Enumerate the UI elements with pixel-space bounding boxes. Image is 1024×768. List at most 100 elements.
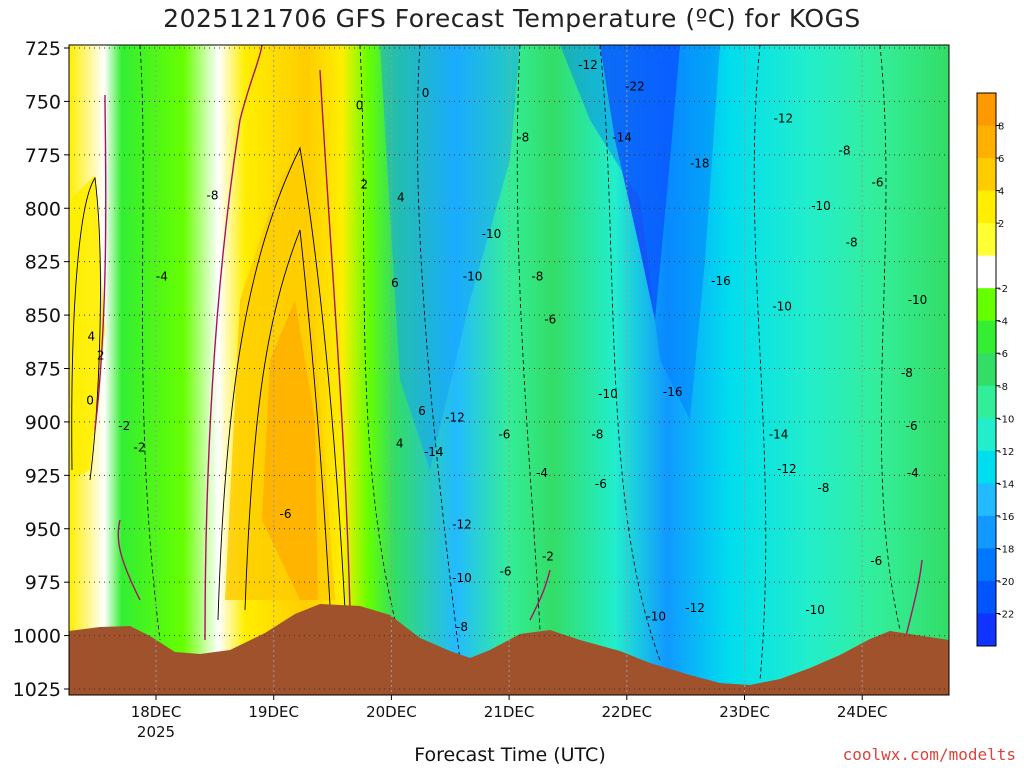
contour-label: 2: [361, 178, 369, 192]
y-tick-label: 900: [25, 412, 61, 434]
contour-label: -6: [498, 428, 510, 442]
contour-label: -10: [598, 387, 618, 401]
contour-label: 6: [391, 276, 399, 290]
contour-label: -10: [908, 293, 928, 307]
freezing-contour-lines: [94, 45, 923, 641]
y-tick-label: 1000: [13, 626, 61, 648]
contour-label: -10: [452, 571, 472, 585]
contour-label: 4: [87, 329, 95, 343]
x-tick-label: 23DEC: [719, 703, 770, 721]
colorbar-swatch: [977, 353, 996, 387]
x-tick-label: 19DEC: [248, 703, 299, 721]
colorbar-swatch: [977, 288, 996, 322]
warm-core-shading: [262, 300, 318, 600]
colorbar-label: -2: [998, 284, 1008, 295]
contour-label: -8: [839, 144, 851, 158]
terrain: [69, 604, 949, 695]
contour-label: 4: [396, 436, 404, 450]
x-tick-sublabel: 2025: [137, 723, 175, 741]
colorbar-swatch: [977, 190, 996, 224]
x-tick-label: 20DEC: [366, 703, 417, 721]
y-tick-label: 825: [25, 252, 61, 274]
contour-label: -22: [625, 79, 645, 93]
contour-label: -8: [591, 428, 603, 442]
contour-label: 2: [97, 349, 105, 363]
y-tick-label: 750: [25, 91, 61, 113]
contour-label: -12: [774, 112, 794, 126]
gridlines: [69, 45, 949, 695]
cold-core-shading: [600, 45, 680, 320]
colorbar-label: -8: [998, 382, 1008, 393]
contour-label: -16: [711, 274, 731, 288]
colorbar-swatch: [977, 223, 996, 257]
colorbar-swatch: [977, 93, 996, 127]
contour-label: -18: [690, 156, 710, 170]
y-tick-label: 800: [25, 198, 61, 220]
colorbar-label: 6: [998, 154, 1004, 165]
colorbar-swatch: [977, 320, 996, 354]
contour-label: -10: [646, 609, 666, 623]
contour-label: -4: [536, 466, 548, 480]
colorbar-label: -16: [998, 512, 1014, 523]
contour-label: -12: [685, 601, 705, 615]
contour-label: 6: [418, 404, 426, 418]
y-tick-label: 775: [25, 145, 61, 167]
x-tick-label: 24DEC: [837, 703, 888, 721]
x-tick-label: 22DEC: [602, 703, 653, 721]
colorbar-swatch: [977, 548, 996, 582]
colorbar-swatch: [977, 483, 996, 517]
contour-label: -8: [456, 620, 468, 634]
contour-label: -10: [811, 199, 831, 213]
contour-lines: [139, 45, 901, 681]
colorbar: 8 6 4 2 -2 -4 -6 -8 -10 -12 -14 -16 -18 -20 -22: [976, 92, 1014, 647]
contour-label: -2: [542, 550, 554, 564]
colorbar-label: 2: [998, 219, 1004, 230]
contour-label: -6: [595, 477, 607, 491]
colorbar-label: -6: [998, 349, 1008, 360]
y-tick-label: 725: [25, 38, 61, 60]
colorbar-label: 8: [998, 122, 1004, 133]
colorbar-swatch: [977, 580, 996, 614]
y-tick-label: 950: [25, 519, 61, 541]
contour-label: -6: [279, 507, 291, 521]
colorbar-label: -10: [998, 414, 1014, 425]
colorbar-label: -18: [998, 544, 1014, 555]
contour-label: -6: [500, 564, 512, 578]
colorbar-swatch: [977, 125, 996, 159]
colorbar-label: -14: [998, 479, 1014, 490]
contour-label: -4: [156, 270, 168, 284]
cold-core-shading: [560, 45, 720, 420]
warm-contour-lines: [71, 146, 346, 621]
contour-label: -14: [612, 131, 632, 145]
contour-label: -16: [663, 385, 683, 399]
credit-link[interactable]: coolwx.com/modelts: [842, 745, 1016, 764]
contour-label: -8: [846, 235, 858, 249]
contour-label: 4: [397, 191, 405, 205]
contour-label: -6: [870, 554, 882, 568]
contour-label: -10: [772, 300, 792, 314]
colorbar-swatch: [977, 515, 996, 549]
contour-label: -6: [872, 176, 884, 190]
x-tick-label: 18DEC: [131, 703, 182, 721]
x-axis-label: Forecast Time (UTC): [414, 744, 606, 766]
colorbar-swatch: [977, 418, 996, 452]
colorbar-swatch: [977, 450, 996, 484]
contour-label: -6: [906, 419, 918, 433]
y-axis: 725 750 775 800 825 850 875 900 925 950 975 1000 102…: [13, 38, 69, 701]
contour-label: -10: [482, 227, 502, 241]
x-axis: 18DEC 2025 19DEC 20DEC 21DEC 22DEC 23DEC 24DEC: [131, 695, 888, 741]
contour-label: -6: [544, 312, 556, 326]
colorbar-label: -12: [998, 447, 1014, 458]
x-tick-label: 21DEC: [484, 703, 535, 721]
contour-label: 0: [356, 99, 364, 113]
cold-core-shading: [380, 45, 520, 470]
contour-label: -8: [207, 188, 219, 202]
colorbar-label: 4: [998, 187, 1004, 198]
contour-label: -12: [445, 411, 465, 425]
contour-label: 0: [422, 86, 430, 100]
chart-title: 2025121706 GFS Forecast Temperature (ºC)…: [163, 4, 861, 33]
colorbar-frame: [976, 92, 997, 647]
colorbar-label: -22: [998, 609, 1014, 620]
